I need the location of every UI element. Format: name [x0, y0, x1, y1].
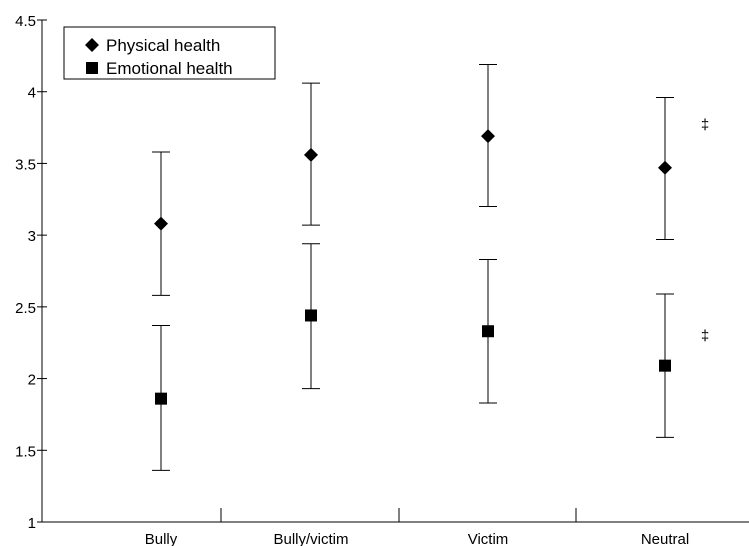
x-tick-label-neutral: Neutral — [641, 531, 689, 546]
x-tick-label-victim: Victim — [468, 531, 509, 546]
point-emotional-health — [482, 325, 494, 338]
axes: 1 1.5 2 2.5 3 3.5 4 4.5 Bully Bully/victim Victim N… — [15, 13, 749, 546]
point-physical-health — [154, 216, 168, 231]
point-physical-health — [304, 147, 318, 162]
y-tick-label: 2 — [28, 372, 36, 389]
y-tick-label: 1 — [28, 515, 36, 532]
legend-box — [63, 26, 276, 80]
y-tick-label: 3 — [28, 228, 36, 245]
x-tick-label-bully-victim: Bully/victim — [273, 531, 348, 546]
point-emotional-health — [659, 359, 671, 372]
y-tick-label: 2.5 — [15, 300, 36, 317]
point-physical-health — [481, 129, 495, 144]
legend-label-physical-health: Physical health — [106, 36, 220, 55]
x-tick-label-bully: Bully — [145, 531, 178, 546]
y-tick-label: 3.5 — [15, 156, 36, 173]
legend-marker-physical-health — [85, 38, 99, 52]
point-emotional-health — [155, 392, 167, 405]
y-tick-label: 1.5 — [15, 443, 36, 460]
legend-marker-emotional-health — [86, 62, 98, 74]
legend: Physical health Emotional health — [63, 26, 276, 80]
annotation-double-dagger: ‡ — [701, 117, 709, 134]
annotation-double-dagger: ‡ — [701, 328, 709, 345]
legend-label-emotional-health: Emotional health — [106, 59, 233, 78]
y-tick-label: 4.5 — [15, 13, 36, 30]
marks: ‡‡ — [152, 63, 709, 471]
point-emotional-health — [305, 309, 317, 322]
y-tick-label: 4 — [28, 85, 36, 102]
point-physical-health — [658, 160, 672, 175]
